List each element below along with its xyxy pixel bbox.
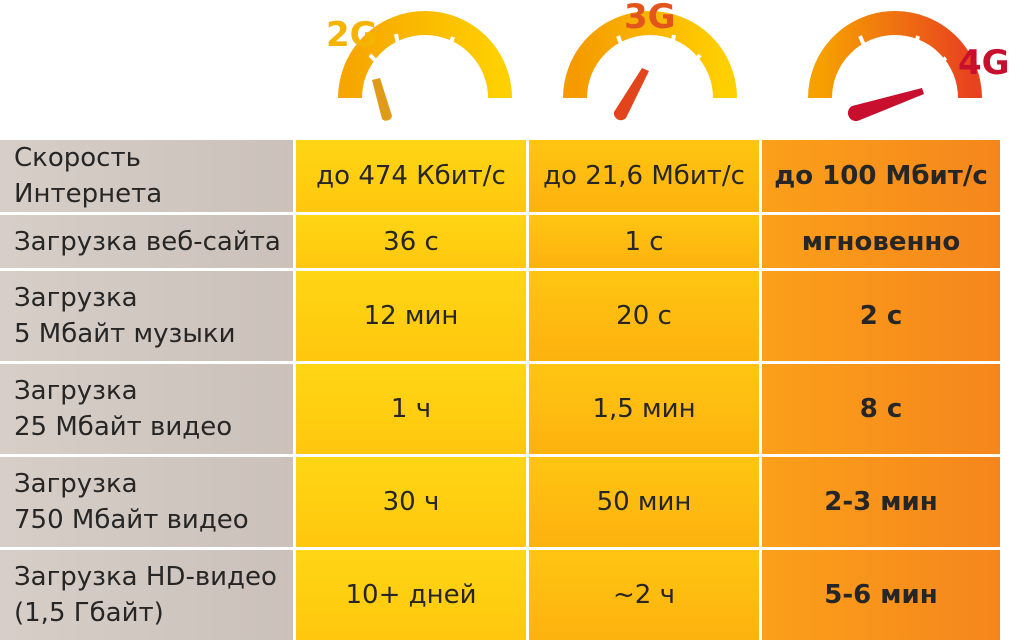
cell-2g: 10+ дней	[296, 550, 529, 643]
cell-4g-text: 2 с	[859, 301, 903, 331]
row-label-text: Скорость Интернета	[14, 143, 163, 209]
row-label: Загрузка 25 Мбайт видео	[0, 364, 296, 457]
cell-2g-text: 30 ч	[382, 487, 440, 517]
row-label-text: 750 Мбайт видео	[14, 505, 249, 535]
cell-4g-text: 5-6 мин	[824, 580, 938, 610]
label-3g: 3G	[624, 0, 676, 37]
cell-3g: 50 мин	[529, 457, 762, 550]
speed-gauges: 2G 3G 4G	[0, 0, 1024, 140]
cell-3g-text: 1 с	[624, 226, 664, 257]
cell-4g: 2-3 мин	[762, 457, 1000, 550]
cell-3g: 20 с	[529, 271, 762, 364]
label-2g: 2G	[326, 15, 378, 55]
cell-2g: 36 с	[296, 215, 529, 271]
cell-4g: 2 с	[762, 271, 1000, 364]
gauge-graphics	[338, 11, 982, 122]
cell-2g-text: до 474 Кбит/с	[316, 161, 506, 191]
table-row: Загрузка 5 Мбайт музыки 12 мин 20 с 2 с	[0, 271, 1000, 364]
cell-2g-text: 12 мин	[363, 301, 459, 331]
table-row: Загрузка 25 Мбайт видео 1 ч 1,5 мин 8 с	[0, 364, 1000, 457]
cell-4g: до 100 Мбит/с	[762, 140, 1000, 215]
cell-3g-text: до 21,6 Мбит/с	[543, 161, 745, 191]
gauge-3g-icon	[563, 11, 737, 121]
table-row: Загрузка веб-сайта 36 с 1 с мгновенно	[0, 215, 1000, 271]
label-4g: 4G	[958, 43, 1010, 83]
cell-4g-text: мгновенно	[801, 226, 961, 257]
row-label-text: Загрузка	[14, 469, 138, 499]
cell-4g-text: до 100 Мбит/с	[774, 161, 988, 191]
row-label: Загрузка HD-видео (1,5 Гбайт)	[0, 550, 296, 643]
cell-2g-text: 1 ч	[390, 394, 432, 424]
cell-4g: 5-6 мин	[762, 550, 1000, 643]
cell-3g-text: 50 мин	[596, 487, 692, 517]
row-label-text: Загрузка веб-сайта	[14, 226, 281, 257]
row-label: Загрузка веб-сайта	[0, 215, 296, 271]
row-label-text: 25 Мбайт видео	[14, 412, 233, 442]
cell-3g: до 21,6 Мбит/с	[529, 140, 762, 215]
table-row: Скорость Интернета до 474 Кбит/с до 21,6 М…	[0, 140, 1000, 215]
cell-3g-text: 20 с	[616, 301, 672, 331]
row-label-text: Загрузка	[14, 376, 138, 406]
cell-3g-text: 1,5 мин	[592, 394, 696, 424]
cell-2g: 1 ч	[296, 364, 529, 457]
cell-4g: мгновенно	[762, 215, 1000, 271]
row-label-text: Загрузка HD-видео	[14, 562, 277, 592]
cell-2g-text: 36 с	[383, 226, 439, 257]
cell-3g: 1,5 мин	[529, 364, 762, 457]
row-label-text: 5 Мбайт музыки	[14, 319, 236, 349]
cell-2g: 30 ч	[296, 457, 529, 550]
table-row: Загрузка 750 Мбайт видео 30 ч 50 мин 2-3 мин	[0, 457, 1000, 550]
cell-3g: ~2 ч	[529, 550, 762, 643]
row-label: Загрузка 750 Мбайт видео	[0, 457, 296, 550]
cell-4g-text: 8 с	[859, 394, 903, 424]
comparison-table: Скорость Интернета до 474 Кбит/с до 21,6 М…	[0, 140, 1000, 643]
row-label: Скорость Интернета	[0, 140, 296, 215]
row-label: Загрузка 5 Мбайт музыки	[0, 271, 296, 364]
row-label-text: Загрузка	[14, 283, 138, 313]
table-row: Загрузка HD-видео (1,5 Гбайт) 10+ дней ~2 ч…	[0, 550, 1000, 643]
cell-2g-text: 10+ дней	[345, 580, 477, 610]
cell-2g: до 474 Кбит/с	[296, 140, 529, 215]
cell-3g: 1 с	[529, 215, 762, 271]
cell-4g-text: 2-3 мин	[824, 487, 938, 517]
row-label-text: (1,5 Гбайт)	[14, 598, 164, 628]
cell-4g: 8 с	[762, 364, 1000, 457]
cell-3g-text: ~2 ч	[613, 580, 675, 610]
table-body: Скорость Интернета до 474 Кбит/с до 21,6 М…	[0, 140, 1000, 643]
gauge-2g-icon	[338, 11, 512, 121]
cell-2g: 12 мин	[296, 271, 529, 364]
gauge-4g-icon	[808, 11, 982, 122]
